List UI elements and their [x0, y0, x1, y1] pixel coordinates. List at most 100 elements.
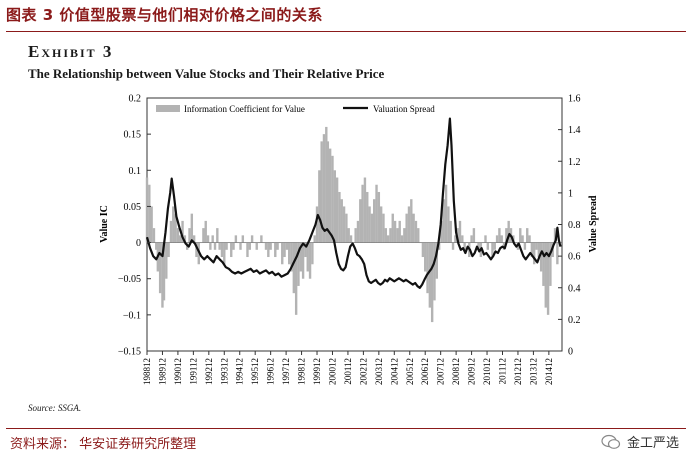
- y2-tick-label: 1.2: [568, 157, 581, 168]
- ic-bar: [150, 206, 153, 243]
- ic-bar: [412, 213, 415, 243]
- ic-bar: [493, 242, 496, 250]
- ic-bar: [179, 235, 182, 243]
- ic-bar: [424, 242, 427, 272]
- ic-bar: [437, 242, 441, 250]
- ic-bar: [313, 235, 316, 243]
- ic-bar: [505, 228, 508, 243]
- y-tick-label: −0.1: [123, 310, 141, 321]
- legend-bar-swatch: [156, 105, 180, 112]
- ic-bar: [285, 242, 289, 250]
- figure-caption: 图表 3 价值型股票与他们相对价格之间的关系: [6, 6, 323, 24]
- y-tick-label: 0.2: [129, 94, 142, 105]
- x-tick-label: 199712: [281, 358, 291, 385]
- x-tick-label: 200312: [374, 358, 384, 385]
- ic-bar: [389, 228, 392, 243]
- y2-tick-label: 0.2: [568, 315, 581, 326]
- ic-bar: [523, 242, 527, 250]
- x-tick-label: 201112: [498, 358, 508, 384]
- ic-bar: [359, 199, 362, 243]
- ic-bar: [335, 177, 339, 243]
- ic-bar: [470, 235, 473, 243]
- ic-bar: [417, 228, 420, 243]
- ic-bar: [328, 148, 332, 243]
- ic-bar: [183, 235, 187, 243]
- ic-bar: [458, 220, 462, 243]
- y-axis-label: Value IC: [99, 205, 110, 243]
- ic-bar: [248, 242, 251, 250]
- plot-area: [146, 97, 563, 352]
- ic-bar: [349, 235, 353, 243]
- x-tick-label: 199612: [266, 358, 276, 385]
- spread-line: [145, 117, 562, 289]
- ic-bar: [234, 235, 238, 243]
- ic-bar: [507, 220, 510, 243]
- ic-bar: [181, 220, 184, 243]
- ic-bar: [463, 242, 466, 250]
- x-tick-label: 199112: [188, 358, 198, 385]
- ic-bar: [195, 242, 198, 258]
- ic-bar: [384, 228, 387, 243]
- ic-bar: [190, 213, 194, 243]
- ic-bar: [340, 199, 343, 243]
- right-axis: 1.6 1.4 1.2 1 0.8 0.6 0.4 0.2 0: [558, 94, 581, 358]
- left-axis: 0.2 0.15 0.1 0.05 0 −0.05 −0.1 −0.15: [118, 94, 151, 358]
- ic-bar: [454, 235, 457, 243]
- ic-bar: [152, 228, 156, 243]
- ic-bar: [553, 228, 557, 243]
- ic-bar: [382, 213, 385, 243]
- ic-bar: [206, 235, 210, 243]
- x-tick-label: 199912: [312, 358, 322, 385]
- ic-bar: [430, 242, 434, 323]
- ic-bar: [391, 213, 394, 243]
- x-tick-label: 199012: [173, 358, 183, 385]
- ic-bar: [174, 213, 177, 243]
- ic-bar: [246, 242, 249, 258]
- ic-bar: [486, 242, 490, 250]
- ic-bar: [232, 242, 235, 250]
- ic-bar: [519, 228, 522, 243]
- ic-bar: [537, 242, 541, 258]
- x-tick-label: 201212: [513, 358, 523, 385]
- ic-bar: [477, 242, 480, 250]
- ic-bar: [225, 242, 228, 250]
- ic-bar: [162, 242, 166, 301]
- ic-bar: [526, 228, 529, 243]
- ic-bar: [428, 242, 432, 308]
- ic-bar: [297, 242, 300, 286]
- ic-bar: [211, 235, 214, 243]
- ic-bar: [333, 170, 336, 243]
- ic-bar: [535, 242, 538, 250]
- ic-bar: [546, 242, 550, 315]
- y-tick-label: −0.15: [118, 347, 141, 358]
- header-rule: [6, 31, 686, 32]
- ic-bar: [347, 228, 350, 243]
- x-axis: 198812 198912 199012 199112 199212 199312 1994…: [142, 351, 554, 385]
- ic-bar: [260, 235, 263, 243]
- x-tick-label: 201312: [528, 358, 538, 385]
- y2-tick-label: 0.4: [568, 283, 581, 294]
- ic-bar: [544, 242, 547, 308]
- ic-bar: [176, 228, 180, 243]
- ic-bar: [502, 242, 506, 250]
- ic-bar: [403, 228, 406, 243]
- ic-bar: [400, 235, 404, 243]
- ic-bar: [188, 228, 191, 243]
- ic-bar: [274, 242, 277, 258]
- ic-bar: [370, 213, 374, 243]
- ic-bar: [318, 170, 321, 243]
- y2-tick-label: 1: [568, 188, 573, 199]
- x-tick-label: 199412: [235, 358, 245, 385]
- ic-bar: [306, 242, 309, 272]
- ic-bar: [299, 242, 302, 272]
- ic-bar: [398, 220, 401, 243]
- ic-bar: [304, 242, 307, 258]
- ic-bar: [269, 242, 272, 250]
- ic-bar: [287, 242, 291, 265]
- ic-bar: [407, 206, 411, 243]
- legend-line-label: Valuation Spread: [373, 104, 435, 114]
- ic-bar: [315, 206, 319, 243]
- y2-tick-label: 1.4: [568, 125, 581, 136]
- x-tick-label: 198912: [158, 358, 168, 385]
- ic-bar: [354, 228, 357, 243]
